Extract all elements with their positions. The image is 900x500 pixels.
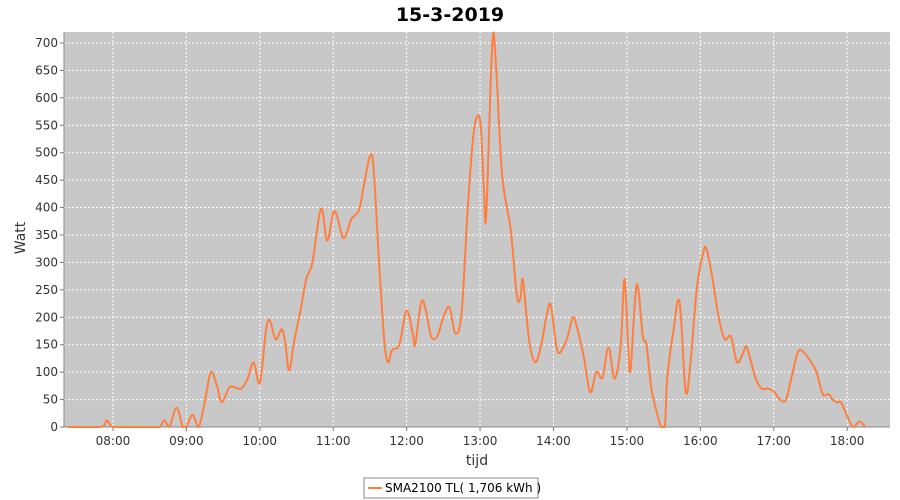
chart-title: 15-3-2019 bbox=[396, 4, 504, 26]
y-tick-label: 350 bbox=[35, 228, 58, 242]
y-tick-label: 300 bbox=[35, 255, 58, 269]
x-axis-label: tijd bbox=[466, 453, 488, 469]
y-tick-label: 600 bbox=[35, 91, 58, 105]
x-tick-label: 17:00 bbox=[756, 434, 791, 448]
y-tick-label: 700 bbox=[35, 36, 58, 50]
y-axis-label: Watt bbox=[13, 221, 29, 254]
series-line bbox=[67, 31, 867, 428]
x-axis: 08:00 09:00 10:00 11:00 12:00 13:00 14:00 15:00… bbox=[64, 426, 890, 448]
x-tick-label: 13:00 bbox=[463, 434, 498, 448]
y-axis: 0 50 100 150 200 250 300 350 400 450 500 550 600 650 7… bbox=[35, 32, 65, 434]
x-tick-label: 08:00 bbox=[96, 434, 131, 448]
y-tick-label: 250 bbox=[35, 283, 58, 297]
y-tick-label: 150 bbox=[35, 338, 58, 352]
legend-label: SMA2100 TL( 1,706 kWh ) bbox=[385, 481, 541, 495]
y-tick-label: 650 bbox=[35, 63, 58, 77]
x-tick-label: 10:00 bbox=[242, 434, 277, 448]
y-tick-label: 200 bbox=[35, 310, 58, 324]
y-tick-label: 450 bbox=[35, 173, 58, 187]
x-tick-label: 14:00 bbox=[536, 434, 571, 448]
y-tick-label: 400 bbox=[35, 201, 58, 215]
y-tick-label: 100 bbox=[35, 365, 58, 379]
legend: SMA2100 TL( 1,706 kWh ) bbox=[363, 477, 541, 499]
y-tick-label: 0 bbox=[50, 420, 58, 434]
y-tick-label: 550 bbox=[35, 118, 58, 132]
x-tick-label: 16:00 bbox=[683, 434, 718, 448]
plot-area bbox=[64, 32, 890, 427]
grid bbox=[64, 32, 890, 427]
x-tick-label: 18:00 bbox=[830, 434, 865, 448]
y-tick-label: 50 bbox=[43, 393, 58, 407]
x-tick-label: 11:00 bbox=[316, 434, 351, 448]
x-tick-label: 12:00 bbox=[389, 434, 424, 448]
y-tick-label: 500 bbox=[35, 146, 58, 160]
legend-box bbox=[363, 477, 539, 499]
x-tick-label: 09:00 bbox=[169, 434, 204, 448]
x-tick-label: 15:00 bbox=[610, 434, 645, 448]
